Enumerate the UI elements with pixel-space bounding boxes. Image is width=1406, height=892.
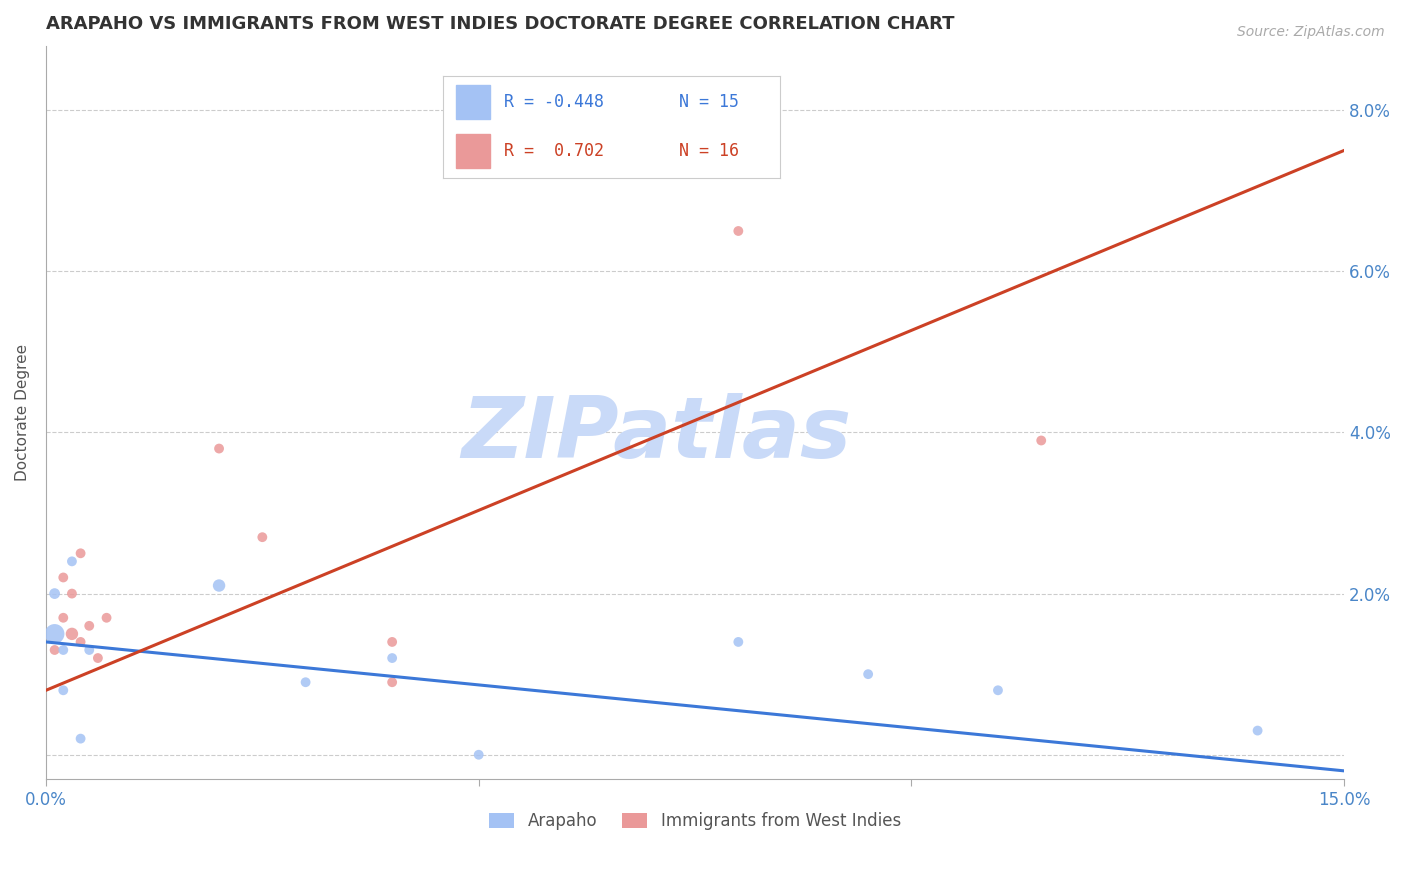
Point <box>252 530 274 544</box>
Point <box>52 570 75 584</box>
Point <box>208 442 231 456</box>
Text: Source: ZipAtlas.com: Source: ZipAtlas.com <box>1237 25 1385 39</box>
Point <box>96 611 118 625</box>
Point <box>52 683 75 698</box>
Text: R =  0.702: R = 0.702 <box>503 142 603 161</box>
Point <box>69 731 91 746</box>
Point <box>60 627 83 641</box>
Point <box>77 619 100 633</box>
Text: ZIPatlas: ZIPatlas <box>461 392 851 475</box>
Point <box>987 683 1010 698</box>
Bar <box>457 85 491 119</box>
Point <box>381 635 404 649</box>
Point <box>208 578 231 592</box>
Point <box>52 611 75 625</box>
Point <box>727 224 749 238</box>
Text: N = 16: N = 16 <box>679 142 740 161</box>
Point <box>77 643 100 657</box>
Legend: Arapaho, Immigrants from West Indies: Arapaho, Immigrants from West Indies <box>482 805 907 837</box>
Text: R = -0.448: R = -0.448 <box>503 93 603 111</box>
Point <box>856 667 879 681</box>
Text: ARAPAHO VS IMMIGRANTS FROM WEST INDIES DOCTORATE DEGREE CORRELATION CHART: ARAPAHO VS IMMIGRANTS FROM WEST INDIES D… <box>46 15 955 33</box>
Point <box>52 643 75 657</box>
Point <box>44 586 66 600</box>
Point <box>87 651 110 665</box>
Point <box>294 675 316 690</box>
Point <box>44 643 66 657</box>
Point <box>69 635 91 649</box>
Point <box>60 554 83 568</box>
Point <box>1031 434 1053 448</box>
Point <box>381 651 404 665</box>
Point <box>727 635 749 649</box>
Point <box>60 586 83 600</box>
Y-axis label: Doctorate Degree: Doctorate Degree <box>15 343 30 481</box>
Bar <box>457 135 491 168</box>
Point <box>1246 723 1268 738</box>
Point <box>44 627 66 641</box>
Point <box>381 675 404 690</box>
Point <box>69 546 91 560</box>
Text: N = 15: N = 15 <box>679 93 740 111</box>
Point <box>467 747 489 762</box>
